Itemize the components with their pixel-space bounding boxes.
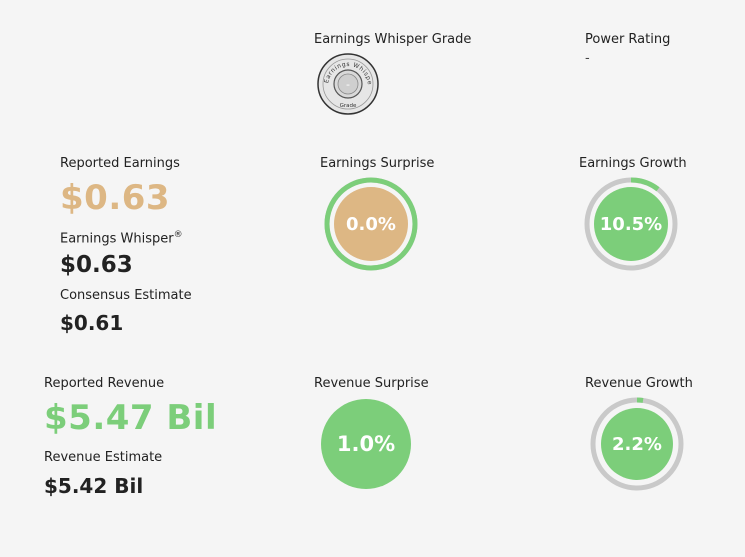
registered-mark: ® [173,230,183,240]
revenue-estimate-value: $5.42 Bil [44,474,144,498]
consensus-estimate-value: $0.61 [60,311,124,335]
revenue-surprise-gauge: 1.0% [320,398,412,490]
revenue-estimate-label: Revenue Estimate [44,450,163,465]
earnings-growth-gauge: 10.5% [584,177,678,271]
revenue-surprise-value: 1.0% [336,432,396,456]
power-rating-value: - [585,51,590,66]
reported-earnings-label: Reported Earnings [60,156,180,171]
earnings-surprise-value: 0.0% [346,213,396,235]
power-rating-title: Power Rating [585,32,671,47]
revenue-growth-disc [601,408,673,480]
revenue-growth-value: 2.2% [612,433,662,455]
grade-title: Earnings Whisper Grade [314,32,472,47]
revenue-surprise-label: Revenue Surprise [314,376,429,391]
reported-revenue-label: Reported Revenue [44,376,165,391]
reported-earnings-value: $0.63 [60,178,171,218]
earnings-growth-label: Earnings Growth [579,156,687,171]
grade-value: - [346,78,350,91]
revenue-growth-ring [590,397,684,491]
grade-badge-icon: Earnings Whisper Grade - [314,47,379,115]
earnings-surprise-label: Earnings Surprise [320,156,435,171]
revenue-growth-gauge: 2.2% [590,397,684,491]
earnings-growth-ring [584,177,678,271]
earnings-whisper-value: $0.63 [60,252,133,278]
revenue-growth-label: Revenue Growth [585,376,693,391]
grade-badge: Earnings Whisper Grade - [314,47,380,116]
earnings-whisper-label-text: Earnings Whisper [60,231,174,247]
earnings-surprise-ring [324,177,418,271]
consensus-estimate-label: Consensus Estimate [60,288,192,303]
earnings-growth-disc [594,187,668,261]
grade-badge-bottom-text: Grade [340,103,357,109]
earnings-surprise-disc [334,187,408,261]
earnings-surprise-gauge: 0.0% [324,177,418,271]
reported-revenue-value: $5.47 Bil [44,398,218,438]
revenue-surprise-disc [321,399,411,489]
earnings-growth-value: 10.5% [599,213,663,235]
earnings-whisper-label: Earnings Whisper® [60,230,183,246]
